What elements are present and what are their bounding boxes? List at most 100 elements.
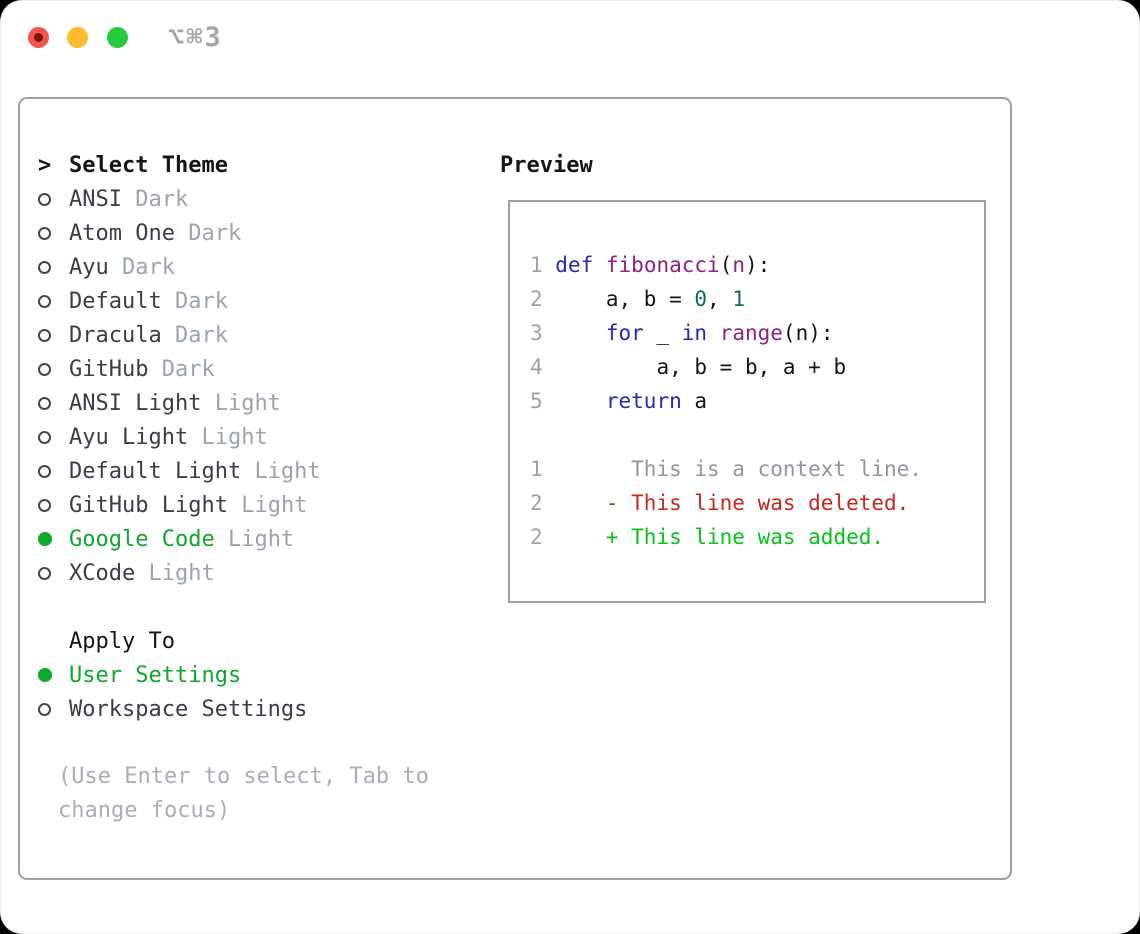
theme-name: Atom One <box>69 220 175 246</box>
code-segment-plain <box>543 321 606 345</box>
code-line: 3 for _ in range(n): <box>530 316 984 350</box>
code-segment-num: 1 <box>732 287 745 311</box>
apply-option-label: Workspace Settings <box>69 696 308 722</box>
apply-option-workspace-settings[interactable]: Workspace Settings <box>20 692 490 726</box>
code-segment-ln: 2 <box>530 287 543 311</box>
code-segment-ln: 2 <box>530 525 543 549</box>
apply-to-header: Apply To <box>20 624 490 658</box>
code-segment-plain <box>707 321 720 345</box>
radio-marker-box <box>20 430 69 444</box>
theme-option-ayu-dark[interactable]: Ayu Dark <box>20 250 490 284</box>
theme-name: Default Light <box>69 458 242 484</box>
theme-variant-badge: Light <box>214 390 281 416</box>
theme-option-ansi-dark[interactable]: ANSI Dark <box>20 182 490 216</box>
radio-marker-box <box>20 566 69 580</box>
code-segment-num: 0 <box>694 287 708 311</box>
code-line: 1 This is a context line. <box>530 452 984 486</box>
radio-marker-box <box>20 226 69 240</box>
radio-selected-icon <box>38 532 52 546</box>
radio-marker-box <box>20 328 69 342</box>
theme-list: ANSI Dark Atom One Dark Ayu Dark Default Da… <box>20 182 490 590</box>
radio-unselected-icon <box>38 362 51 376</box>
theme-variant-badge: Light <box>148 560 215 586</box>
theme-variant-badge: Dark <box>122 254 175 280</box>
code-segment-plain <box>543 525 606 549</box>
spacer <box>20 590 490 624</box>
theme-option-dracula-dark[interactable]: Dracula Dark <box>20 318 490 352</box>
theme-variant-badge: Light <box>254 458 321 484</box>
radio-marker-box <box>20 668 69 682</box>
code-segment-kw: in <box>681 321 708 345</box>
code-segment-ln: 1 <box>530 253 556 277</box>
theme-option-github-light-light[interactable]: GitHub Light Light <box>20 488 490 522</box>
theme-name: Ayu <box>69 254 109 280</box>
theme-name: Google Code <box>69 526 215 552</box>
code-segment-plain: (n): <box>782 321 834 345</box>
theme-variant-badge: Light <box>227 526 295 552</box>
close-button[interactable] <box>28 27 49 48</box>
code-segment-plain <box>543 389 606 413</box>
theme-option-ayu-light-light[interactable]: Ayu Light Light <box>20 420 490 454</box>
radio-unselected-icon <box>38 192 51 206</box>
radio-unselected-icon <box>38 498 51 512</box>
code-line: 2 a, b = 0, 1 <box>530 282 984 316</box>
theme-option-atom-one-dark[interactable]: Atom One Dark <box>20 216 490 250</box>
code-segment-fn: fibonacci <box>605 253 720 277</box>
code-line: 5 return a <box>530 384 984 418</box>
radio-unselected-icon <box>38 430 51 444</box>
theme-name: ANSI <box>69 186 122 212</box>
code-segment-del: - This line was deleted. <box>605 491 910 515</box>
code-segment-kw: for <box>605 321 644 345</box>
code-segment-ln: 3 <box>530 321 543 345</box>
theme-variant-badge: Dark <box>188 220 242 246</box>
code-segment-ctx: This is a context line. <box>542 457 922 481</box>
preview-column: Preview 1 def fibonacci(n): 2 a, b = 0, 1… <box>500 148 1000 603</box>
code-segment-plain: , <box>707 287 733 311</box>
titlebar: ⌥⌘3 <box>0 0 1140 97</box>
select-theme-header: > Select Theme <box>20 148 490 182</box>
code-segment-ln: 5 <box>530 389 543 413</box>
code-line <box>530 418 984 452</box>
radio-marker-box <box>20 260 69 274</box>
apply-option-user-settings[interactable]: User Settings <box>20 658 490 692</box>
radio-marker-box <box>20 702 69 716</box>
theme-column: > Select Theme ANSI Dark Atom One Dark Ayu… <box>20 148 490 828</box>
theme-option-google-code-light[interactable]: Google Code Light <box>20 522 490 556</box>
code-segment-plain: a <box>681 389 708 413</box>
apply-option-label: User Settings <box>69 662 242 688</box>
radio-marker-box <box>20 498 69 512</box>
code-segment-ln: 1 <box>530 457 543 481</box>
theme-option-default-light-light[interactable]: Default Light Light <box>20 454 490 488</box>
prompt-marker-box: > <box>20 153 69 178</box>
radio-unselected-icon <box>38 260 51 274</box>
radio-unselected-icon <box>38 566 51 580</box>
window-title: ⌥⌘3 <box>168 22 223 53</box>
theme-option-xcode-light[interactable]: XCode Light <box>20 556 490 590</box>
theme-variant-badge: Dark <box>174 322 228 348</box>
radio-marker-box <box>20 464 69 478</box>
zoom-button[interactable] <box>107 27 128 48</box>
radio-marker-box <box>20 362 69 376</box>
theme-option-github-dark[interactable]: GitHub Dark <box>20 352 490 386</box>
theme-name: Ayu Light <box>69 424 189 450</box>
code-segment-ln: 4 <box>530 355 543 379</box>
minimize-button[interactable] <box>67 27 88 48</box>
theme-variant-badge: Dark <box>174 288 228 314</box>
theme-name: GitHub <box>69 356 149 382</box>
help-text: (Use Enter to select, Tab to change focu… <box>58 764 429 823</box>
select-theme-label: Select Theme <box>69 152 228 178</box>
theme-variant-badge: Dark <box>161 356 215 382</box>
code-segment-plain: a, b = <box>542 287 695 311</box>
code-segment-plain: ( <box>719 253 733 277</box>
close-inner-dot <box>34 33 43 42</box>
code-segment-plain <box>543 491 606 515</box>
code-segment-ln: 2 <box>530 491 543 515</box>
theme-option-default-dark[interactable]: Default Dark <box>20 284 490 318</box>
code-segment-plain: a, b = b, a + b <box>542 355 847 379</box>
code-line: 2 - This line was deleted. <box>530 486 984 520</box>
radio-marker-box <box>20 532 69 546</box>
theme-option-ansi-light-light[interactable]: ANSI Light Light <box>20 386 490 420</box>
